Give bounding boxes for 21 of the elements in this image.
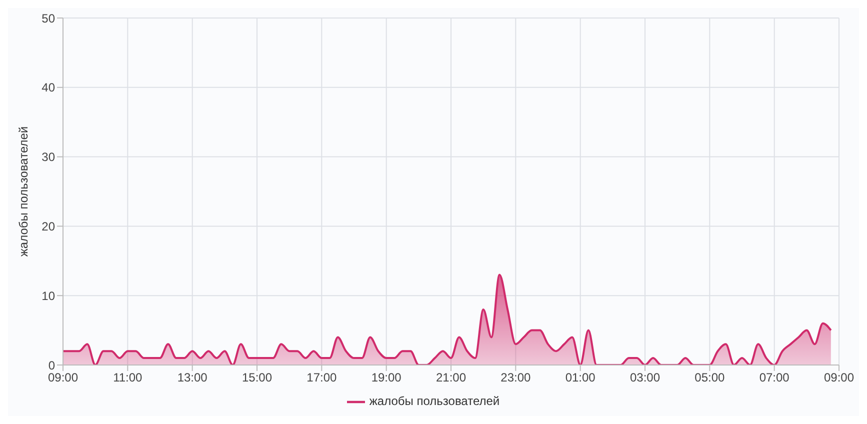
x-tick-label: 01:00 — [565, 370, 596, 385]
x-tick-label: 07:00 — [759, 370, 790, 385]
y-axis-title: жалобы пользователей — [16, 126, 30, 257]
y-tick-label: 40 — [42, 80, 56, 95]
x-tick-label: 19:00 — [371, 370, 402, 385]
x-tick-label: 21:00 — [436, 370, 466, 385]
x-tick-label: 11:00 — [113, 370, 143, 385]
x-tick-label: 05:00 — [694, 370, 726, 385]
y-tick-label: 50 — [42, 11, 56, 26]
x-tick-label: 09:00 — [824, 370, 854, 385]
x-tick-label: 09:00 — [48, 370, 78, 385]
y-tick-label: 30 — [42, 150, 56, 164]
x-tick-label: 13:00 — [177, 370, 208, 385]
y-tick-label: 10 — [42, 288, 56, 303]
x-tick-label: 17:00 — [306, 370, 338, 385]
x-tick-label: 15:00 — [242, 370, 272, 385]
y-tick-label: 20 — [42, 219, 56, 234]
x-tick-label: 23:00 — [500, 370, 532, 385]
legend-label: жалобы пользователей — [369, 394, 500, 408]
y-tick-label: 0 — [48, 358, 56, 372]
x-tick-label: 03:00 — [630, 370, 660, 385]
